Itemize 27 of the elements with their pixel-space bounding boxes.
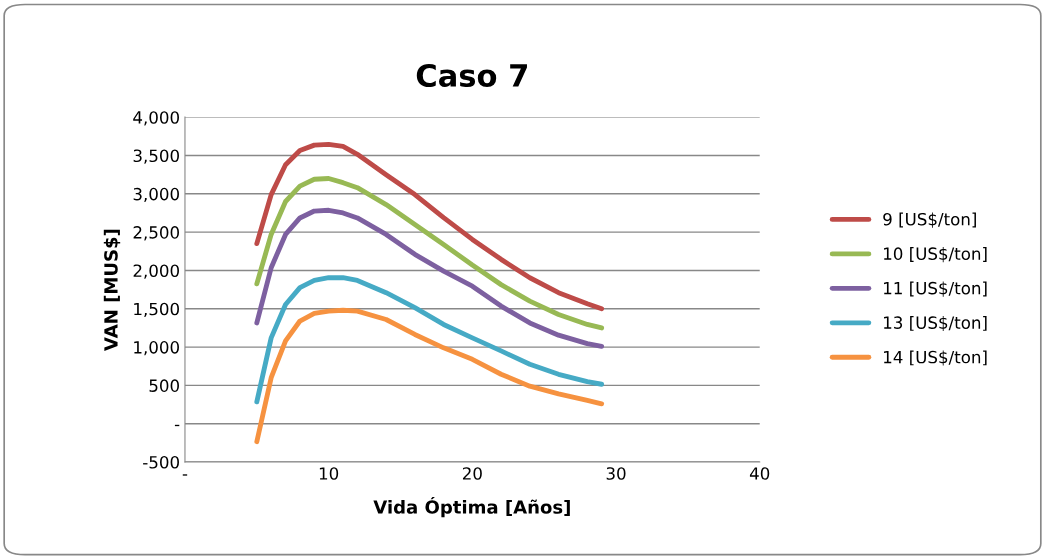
y-tick-label: 3,000 <box>133 187 179 203</box>
legend-label: 9 [US$/ton] <box>883 212 976 228</box>
y-tick-label: 2,500 <box>133 226 179 241</box>
y-axis-title: VAN [MUS$] <box>103 229 121 351</box>
y-tick-label: 4,000 <box>133 111 179 126</box>
y-tick-label: 2,000 <box>133 264 179 279</box>
y-tick-label: 1,000 <box>134 341 179 356</box>
y-tick-label: -500 <box>143 455 179 469</box>
line-series <box>254 207 605 349</box>
line-series <box>254 176 605 331</box>
legend-label: 11 [US$/ton] <box>884 281 987 297</box>
x-tick-label: 10 <box>319 467 339 480</box>
legend-label: 10 [US$/ton] <box>884 247 987 263</box>
x-axis-title: Vida Óptima [Años] <box>373 496 570 518</box>
y-tick-label: 3,500 <box>133 149 179 164</box>
legend-label: 13 [US$/ton] <box>884 316 987 332</box>
line-series <box>254 307 605 445</box>
line-series <box>254 141 605 312</box>
y-tick-label: 500 <box>149 379 179 392</box>
y-tick-label: - <box>174 424 180 427</box>
legend-label: 14 [US$/ton] <box>884 350 987 366</box>
x-tick-label: 40 <box>749 467 770 480</box>
x-tick-label: 20 <box>462 467 482 480</box>
line-series <box>254 275 605 405</box>
x-tick-label: 30 <box>606 467 626 480</box>
y-tick-label: 1,500 <box>134 302 179 318</box>
chart-title: Caso 7 <box>416 63 527 88</box>
